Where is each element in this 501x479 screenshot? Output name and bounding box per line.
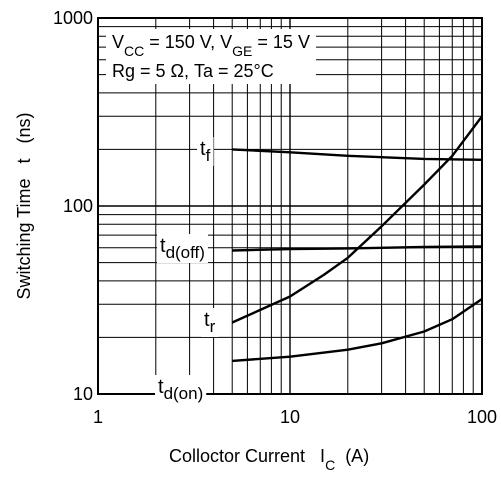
curve-label-tr: tr (204, 309, 216, 336)
curve-label-tf: tf (200, 138, 211, 165)
x-axis-title-part: Colloctor Current I (169, 446, 325, 466)
curve-label-tdoff: td(off) (160, 235, 205, 262)
curve-label-background (201, 308, 219, 337)
series-line-tr (231, 115, 483, 324)
y-tick-label: 100 (63, 196, 93, 216)
x-axis-title-part: (A) (335, 446, 369, 466)
x-axis-title-subscript: C (325, 457, 335, 473)
y-tick-label: 10 (73, 384, 93, 404)
x-axis-title: Colloctor Current IC (A) (169, 446, 369, 473)
series-line-tdoff (232, 245, 483, 252)
conditions-background (106, 29, 316, 84)
y-axis-title: Switching Time t (ns) (14, 112, 34, 299)
curve-labels: tf td(off) tr td(on) (155, 137, 219, 404)
y-tick-label: 1000 (53, 8, 93, 28)
x-tick-label: 100 (467, 407, 497, 427)
test-conditions: VCC = 150 V, VGE = 15 VRg = 5 Ω, Ta = 25… (106, 29, 316, 84)
series-line-tf (232, 148, 483, 161)
curve-label-background (157, 234, 208, 263)
series-line-tdon (232, 298, 483, 363)
curve-label-background (155, 375, 207, 404)
x-tick-label: 1 (93, 407, 103, 427)
curve-label-background (197, 137, 214, 166)
series-lines (231, 115, 483, 363)
plot-frame (97, 17, 483, 395)
condition-line: Rg = 5 Ω, Ta = 25°C (112, 61, 274, 81)
condition-line: VCC = 150 V, VGE = 15 V (112, 32, 310, 59)
x-tick-label: 10 (280, 407, 300, 427)
curve-label-tdon: td(on) (158, 376, 203, 403)
